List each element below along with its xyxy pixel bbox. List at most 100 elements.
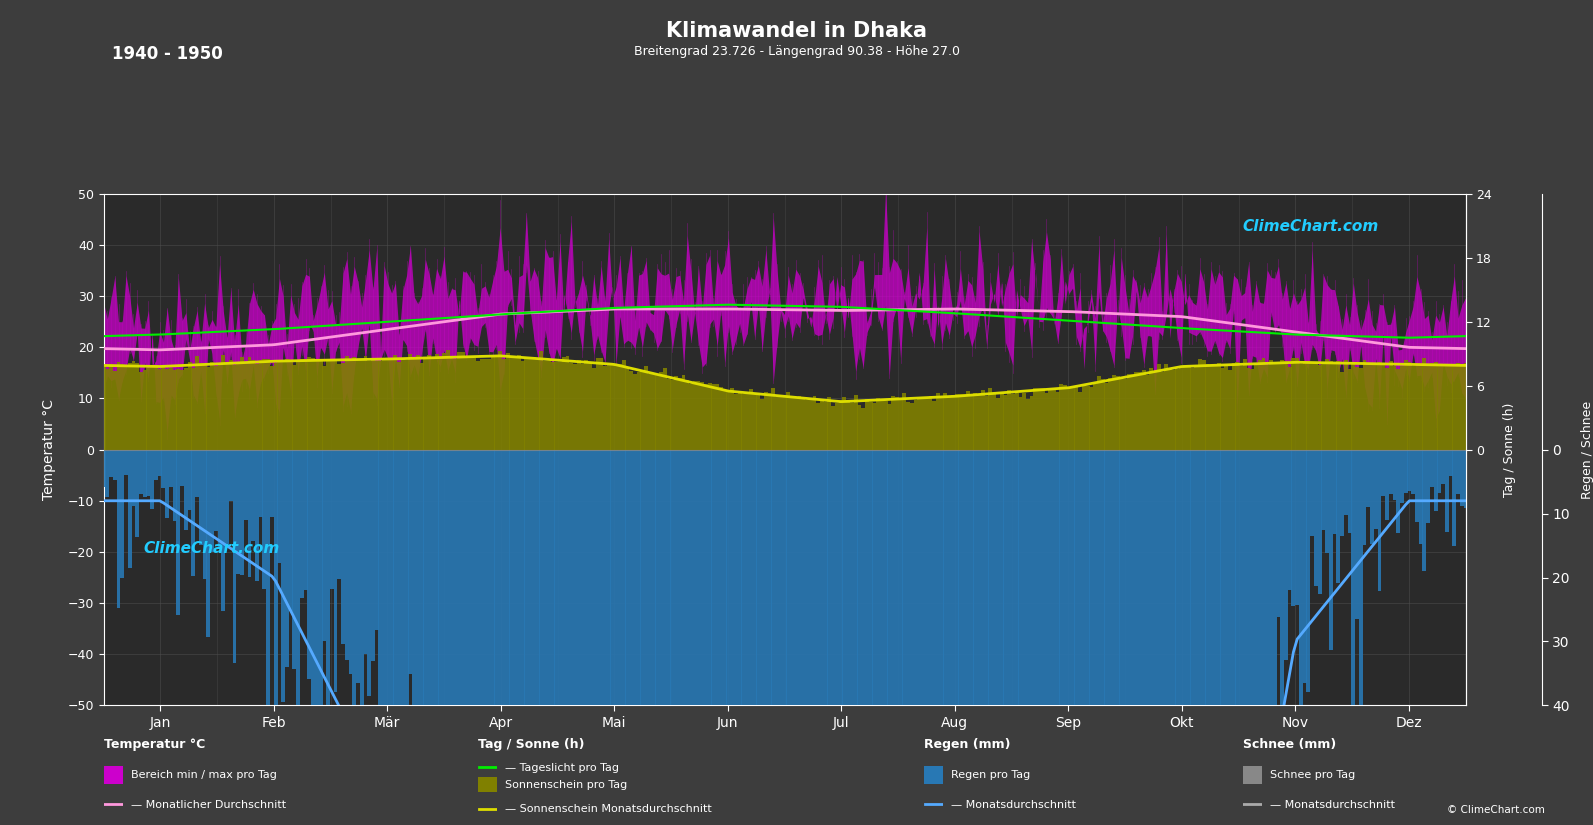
Bar bbox=[1120, 378, 1123, 450]
Bar bbox=[169, 450, 174, 487]
Bar bbox=[1093, 384, 1098, 450]
Bar bbox=[1367, 365, 1370, 450]
Bar bbox=[524, 450, 529, 825]
Bar bbox=[1351, 365, 1356, 450]
Bar bbox=[472, 450, 476, 825]
Bar bbox=[965, 450, 970, 825]
Bar bbox=[454, 359, 457, 450]
Bar bbox=[771, 389, 776, 450]
Bar bbox=[558, 450, 562, 825]
Bar bbox=[252, 450, 255, 541]
Bar bbox=[529, 450, 532, 825]
Bar bbox=[288, 361, 293, 450]
Bar bbox=[1112, 375, 1115, 450]
Bar bbox=[430, 357, 435, 450]
Bar bbox=[1000, 393, 1004, 450]
Bar bbox=[529, 357, 532, 450]
Bar bbox=[801, 450, 804, 825]
Text: Klimawandel in Dhaka: Klimawandel in Dhaka bbox=[666, 21, 927, 40]
Bar bbox=[671, 450, 674, 825]
Bar bbox=[992, 450, 996, 825]
Bar bbox=[124, 365, 127, 450]
Bar bbox=[1384, 368, 1389, 450]
Bar bbox=[543, 450, 546, 825]
Bar bbox=[1172, 450, 1176, 825]
Bar bbox=[929, 396, 932, 450]
Bar bbox=[161, 365, 166, 450]
Bar bbox=[349, 450, 352, 674]
Bar bbox=[1231, 450, 1236, 825]
Bar bbox=[954, 394, 959, 450]
Bar bbox=[1059, 450, 1064, 825]
Bar bbox=[1281, 450, 1284, 825]
Bar bbox=[693, 450, 696, 825]
Bar bbox=[1007, 450, 1012, 825]
Bar bbox=[1101, 380, 1104, 450]
Bar bbox=[419, 450, 424, 825]
Bar bbox=[741, 450, 746, 825]
Bar bbox=[1172, 370, 1176, 450]
Bar bbox=[1431, 364, 1434, 450]
Bar bbox=[632, 374, 637, 450]
Bar bbox=[277, 362, 282, 450]
Bar bbox=[405, 360, 408, 450]
Bar bbox=[416, 450, 421, 814]
Bar bbox=[1164, 364, 1168, 450]
Bar bbox=[615, 450, 618, 825]
Bar bbox=[363, 356, 368, 450]
Bar bbox=[615, 364, 618, 450]
Bar bbox=[1231, 363, 1236, 450]
Bar bbox=[746, 450, 749, 825]
Bar bbox=[757, 394, 760, 450]
Bar bbox=[177, 450, 180, 615]
Bar bbox=[355, 360, 360, 450]
Bar bbox=[801, 398, 804, 450]
Bar bbox=[1176, 369, 1179, 450]
Bar bbox=[1351, 450, 1356, 778]
Bar bbox=[521, 361, 524, 450]
Text: — Tageslicht pro Tag: — Tageslicht pro Tag bbox=[505, 763, 620, 773]
Bar bbox=[604, 450, 607, 825]
Bar bbox=[1247, 450, 1251, 825]
Bar bbox=[368, 361, 371, 450]
Bar bbox=[330, 450, 335, 589]
Bar bbox=[277, 450, 282, 563]
Bar bbox=[207, 450, 210, 637]
Bar bbox=[1258, 361, 1262, 450]
Bar bbox=[666, 379, 671, 450]
Bar bbox=[1015, 450, 1018, 825]
Bar bbox=[857, 450, 862, 825]
Bar bbox=[546, 361, 551, 450]
Bar bbox=[1344, 360, 1348, 450]
Bar bbox=[685, 450, 690, 825]
Bar bbox=[1329, 450, 1333, 650]
Bar bbox=[1168, 450, 1172, 825]
Bar bbox=[368, 450, 371, 696]
Bar bbox=[386, 450, 390, 825]
Bar bbox=[779, 450, 782, 825]
Bar bbox=[1389, 450, 1392, 493]
Bar bbox=[1074, 450, 1078, 825]
Bar bbox=[1198, 359, 1201, 450]
Bar bbox=[341, 363, 346, 450]
Bar bbox=[1306, 450, 1311, 692]
Bar bbox=[798, 396, 801, 450]
Bar bbox=[906, 402, 910, 450]
Bar bbox=[1403, 450, 1408, 493]
Bar bbox=[679, 450, 682, 825]
Bar bbox=[524, 356, 529, 450]
Bar bbox=[693, 381, 696, 450]
Bar bbox=[499, 351, 502, 450]
Bar bbox=[1337, 361, 1340, 450]
Bar bbox=[1176, 450, 1179, 825]
Bar bbox=[454, 450, 457, 825]
Bar bbox=[962, 450, 965, 825]
Bar bbox=[397, 450, 401, 825]
Bar bbox=[1265, 365, 1270, 450]
Text: ClimeChart.com: ClimeChart.com bbox=[1243, 219, 1380, 234]
Bar bbox=[890, 397, 895, 450]
Bar bbox=[183, 450, 188, 530]
Bar bbox=[1381, 450, 1386, 496]
Bar bbox=[1153, 450, 1157, 825]
Bar bbox=[1243, 359, 1247, 450]
